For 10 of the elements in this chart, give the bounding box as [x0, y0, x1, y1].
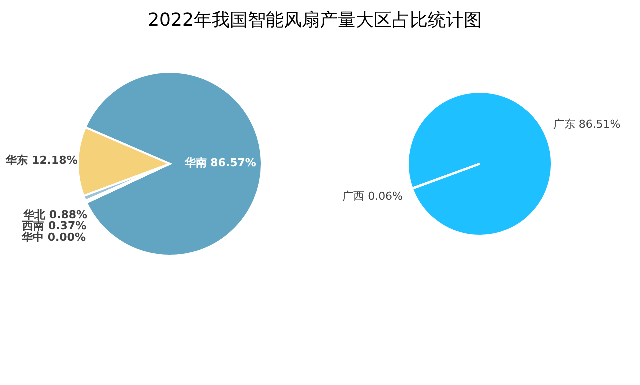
slice-label: 广西 0.06%: [342, 190, 404, 203]
pie-slice: [411, 163, 481, 190]
category-label: 华中 0.00%: [22, 231, 86, 244]
text: 2022年我国智能风扇产量大区占比统计图: [148, 10, 482, 31]
slice-label: 西南 0.37%: [22, 219, 87, 232]
slice-label: 华东 12.18%: [5, 154, 78, 167]
pie-slice: [407, 91, 553, 237]
slice-label: 华南 86.57%: [184, 156, 256, 170]
slice-label: 华北 0.88%: [22, 208, 88, 222]
slice-label: 广东 86.51%: [553, 118, 621, 131]
